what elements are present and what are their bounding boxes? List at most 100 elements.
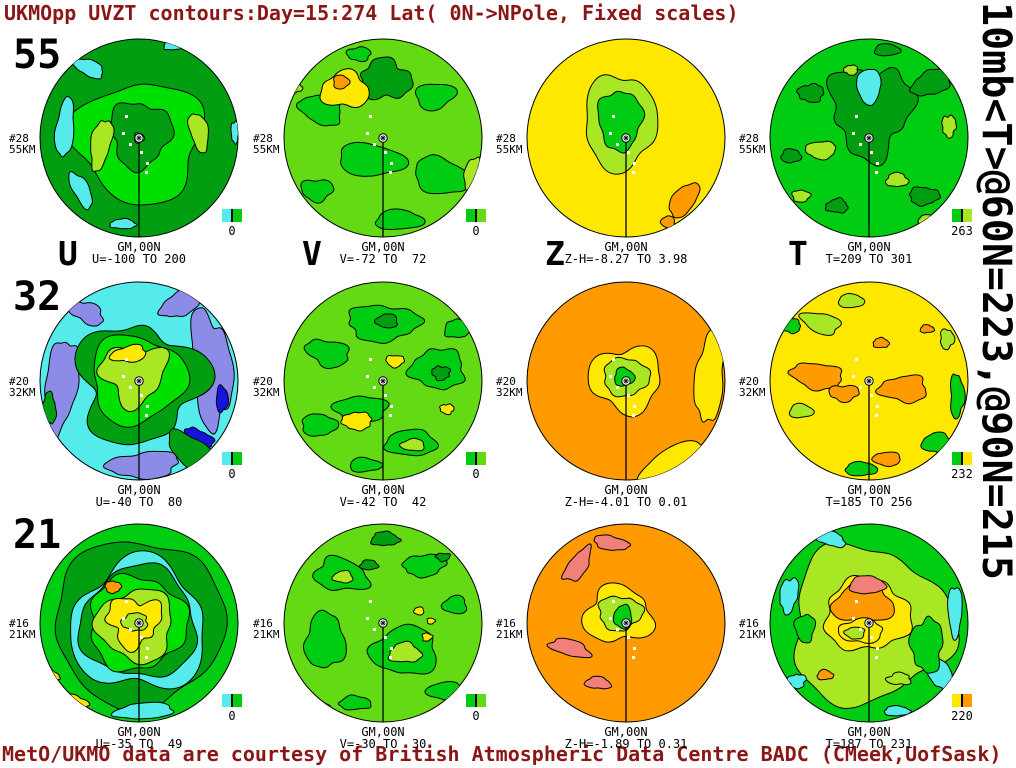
panel-t-32km-legend-value: 232 xyxy=(951,467,973,481)
panel-z-55km-station-label: GM,00N xyxy=(604,240,648,254)
panel-v-32km-record-label: #20 32KM xyxy=(253,376,280,398)
row-label-32km: 32 xyxy=(13,274,62,320)
panel-v-55km-map xyxy=(283,38,483,238)
panel-z-32km-station-label: GM,00N xyxy=(604,483,648,497)
legend-color-left xyxy=(466,209,475,222)
record-altitude: 32KM xyxy=(496,386,523,399)
panel-u-55km-legend-swatch xyxy=(222,209,242,222)
pole-marker xyxy=(864,618,874,628)
legend-color-left xyxy=(222,452,231,465)
panel-z-21km-record-label: #16 21KM xyxy=(496,618,523,640)
panel-u-32km-legend-value: 0 xyxy=(228,467,236,481)
panel-u-21km-map xyxy=(39,523,239,723)
panel-v-21km-legend-value: 0 xyxy=(472,709,480,723)
record-number: #28 xyxy=(9,132,29,145)
col-label-u: U xyxy=(58,234,78,273)
record-number: #20 xyxy=(496,375,516,388)
record-altitude: 55KM xyxy=(9,143,36,156)
record-number: #16 xyxy=(253,617,273,630)
col-label-z: Z xyxy=(545,234,565,273)
panel-v-32km-legend-value: 0 xyxy=(472,467,480,481)
record-altitude: 55KM xyxy=(253,143,280,156)
legend-color-left xyxy=(952,209,961,222)
record-number: #28 xyxy=(253,132,273,145)
panel-z-21km-range-label: Z-H=-1.89 TO 0.31 xyxy=(564,737,688,751)
legend-divider xyxy=(231,209,233,222)
panel-t-21km-record-label: #16 21KM xyxy=(739,618,766,640)
panel-t-21km-range-label: T=187 TO 231 xyxy=(825,737,913,751)
panel-v-32km-map xyxy=(283,281,483,481)
legend-color-left xyxy=(466,452,475,465)
panel-t-21km-legend-swatch xyxy=(952,694,972,707)
panel-u-55km-map xyxy=(39,38,239,238)
record-number: #28 xyxy=(739,132,759,145)
legend-color-left xyxy=(222,209,231,222)
side-annotation: 10mb<T>@60N=223,@90N=215 xyxy=(973,2,1016,580)
panel-z-55km-range-label: Z-H=-8.27 TO 3.98 xyxy=(564,252,688,266)
legend-color-right xyxy=(233,209,242,222)
panel-t-32km-range-label: T=185 TO 256 xyxy=(825,495,913,509)
panel-v-55km-legend-swatch xyxy=(466,209,486,222)
legend-color-left xyxy=(222,694,231,707)
legend-color-right xyxy=(963,209,972,222)
panel-u-32km-record-label: #20 32KM xyxy=(9,376,36,398)
legend-divider xyxy=(475,452,477,465)
panel-u-21km-range-label: U=-35 TO 49 xyxy=(95,737,183,751)
panel-u-21km-station-label: GM,00N xyxy=(117,725,161,739)
legend-color-right xyxy=(477,209,486,222)
panel-z-32km-record-label: #20 32KM xyxy=(496,376,523,398)
record-number: #20 xyxy=(253,375,273,388)
panel-t-55km-record-label: #28 55KM xyxy=(739,133,766,155)
panel-t-21km-legend-value: 220 xyxy=(951,709,973,723)
panel-v-21km-map xyxy=(283,523,483,723)
panel-t-21km-station-label: GM,00N xyxy=(847,725,891,739)
record-altitude: 55KM xyxy=(739,143,766,156)
record-altitude: 32KM xyxy=(739,386,766,399)
credit-footer: MetO/UKMO data are courtesy of British A… xyxy=(2,742,1002,766)
panel-u-32km-map xyxy=(39,281,239,481)
panel-z-32km-range-label: Z-H=-4.01 TO 0.01 xyxy=(564,495,688,509)
panel-v-21km-range-label: V=-30 TO 30 xyxy=(339,737,427,751)
panel-z-21km-station-label: GM,00N xyxy=(604,725,648,739)
legend-divider xyxy=(231,694,233,707)
panel-v-55km-station-label: GM,00N xyxy=(361,240,405,254)
panel-v-32km-station-label: GM,00N xyxy=(361,483,405,497)
panel-u-55km-station-label: GM,00N xyxy=(117,240,161,254)
legend-color-right xyxy=(477,452,486,465)
pole-marker xyxy=(621,376,631,386)
panel-u-32km-range-label: U=-40 TO 80 xyxy=(95,495,183,509)
pole-marker xyxy=(378,133,388,143)
panel-u-32km-station-label: GM,00N xyxy=(117,483,161,497)
panel-v-55km-range-label: V=-72 TO 72 xyxy=(339,252,427,266)
panel-v-32km-range-label: V=-42 TO 42 xyxy=(339,495,427,509)
record-number: #16 xyxy=(9,617,29,630)
row-label-21km: 21 xyxy=(13,512,62,558)
panel-z-55km-record-label: #28 55KM xyxy=(496,133,523,155)
panel-u-21km-legend-value: 0 xyxy=(228,709,236,723)
record-altitude: 32KM xyxy=(9,386,36,399)
record-number: #16 xyxy=(739,617,759,630)
legend-divider xyxy=(231,452,233,465)
legend-divider xyxy=(961,209,963,222)
legend-divider xyxy=(475,209,477,222)
pole-marker xyxy=(134,133,144,143)
pole-marker xyxy=(621,618,631,628)
panel-t-32km-station-label: GM,00N xyxy=(847,483,891,497)
col-label-v: V xyxy=(302,234,322,273)
panel-u-55km-legend-value: 0 xyxy=(228,224,236,238)
record-number: #20 xyxy=(9,375,29,388)
legend-color-left xyxy=(952,452,961,465)
legend-color-right xyxy=(233,694,242,707)
record-altitude: 21KM xyxy=(739,628,766,641)
panel-t-32km-record-label: #20 32KM xyxy=(739,376,766,398)
panel-u-21km-legend-swatch xyxy=(222,694,242,707)
record-altitude: 21KM xyxy=(9,628,36,641)
legend-divider xyxy=(475,694,477,707)
panel-u-21km-record-label: #16 21KM xyxy=(9,618,36,640)
record-number: #20 xyxy=(739,375,759,388)
panel-u-55km-range-label: U=-100 TO 200 xyxy=(92,252,186,266)
panel-t-32km-map xyxy=(769,281,969,481)
panel-v-32km-legend-swatch xyxy=(466,452,486,465)
panel-v-21km-legend-swatch xyxy=(466,694,486,707)
